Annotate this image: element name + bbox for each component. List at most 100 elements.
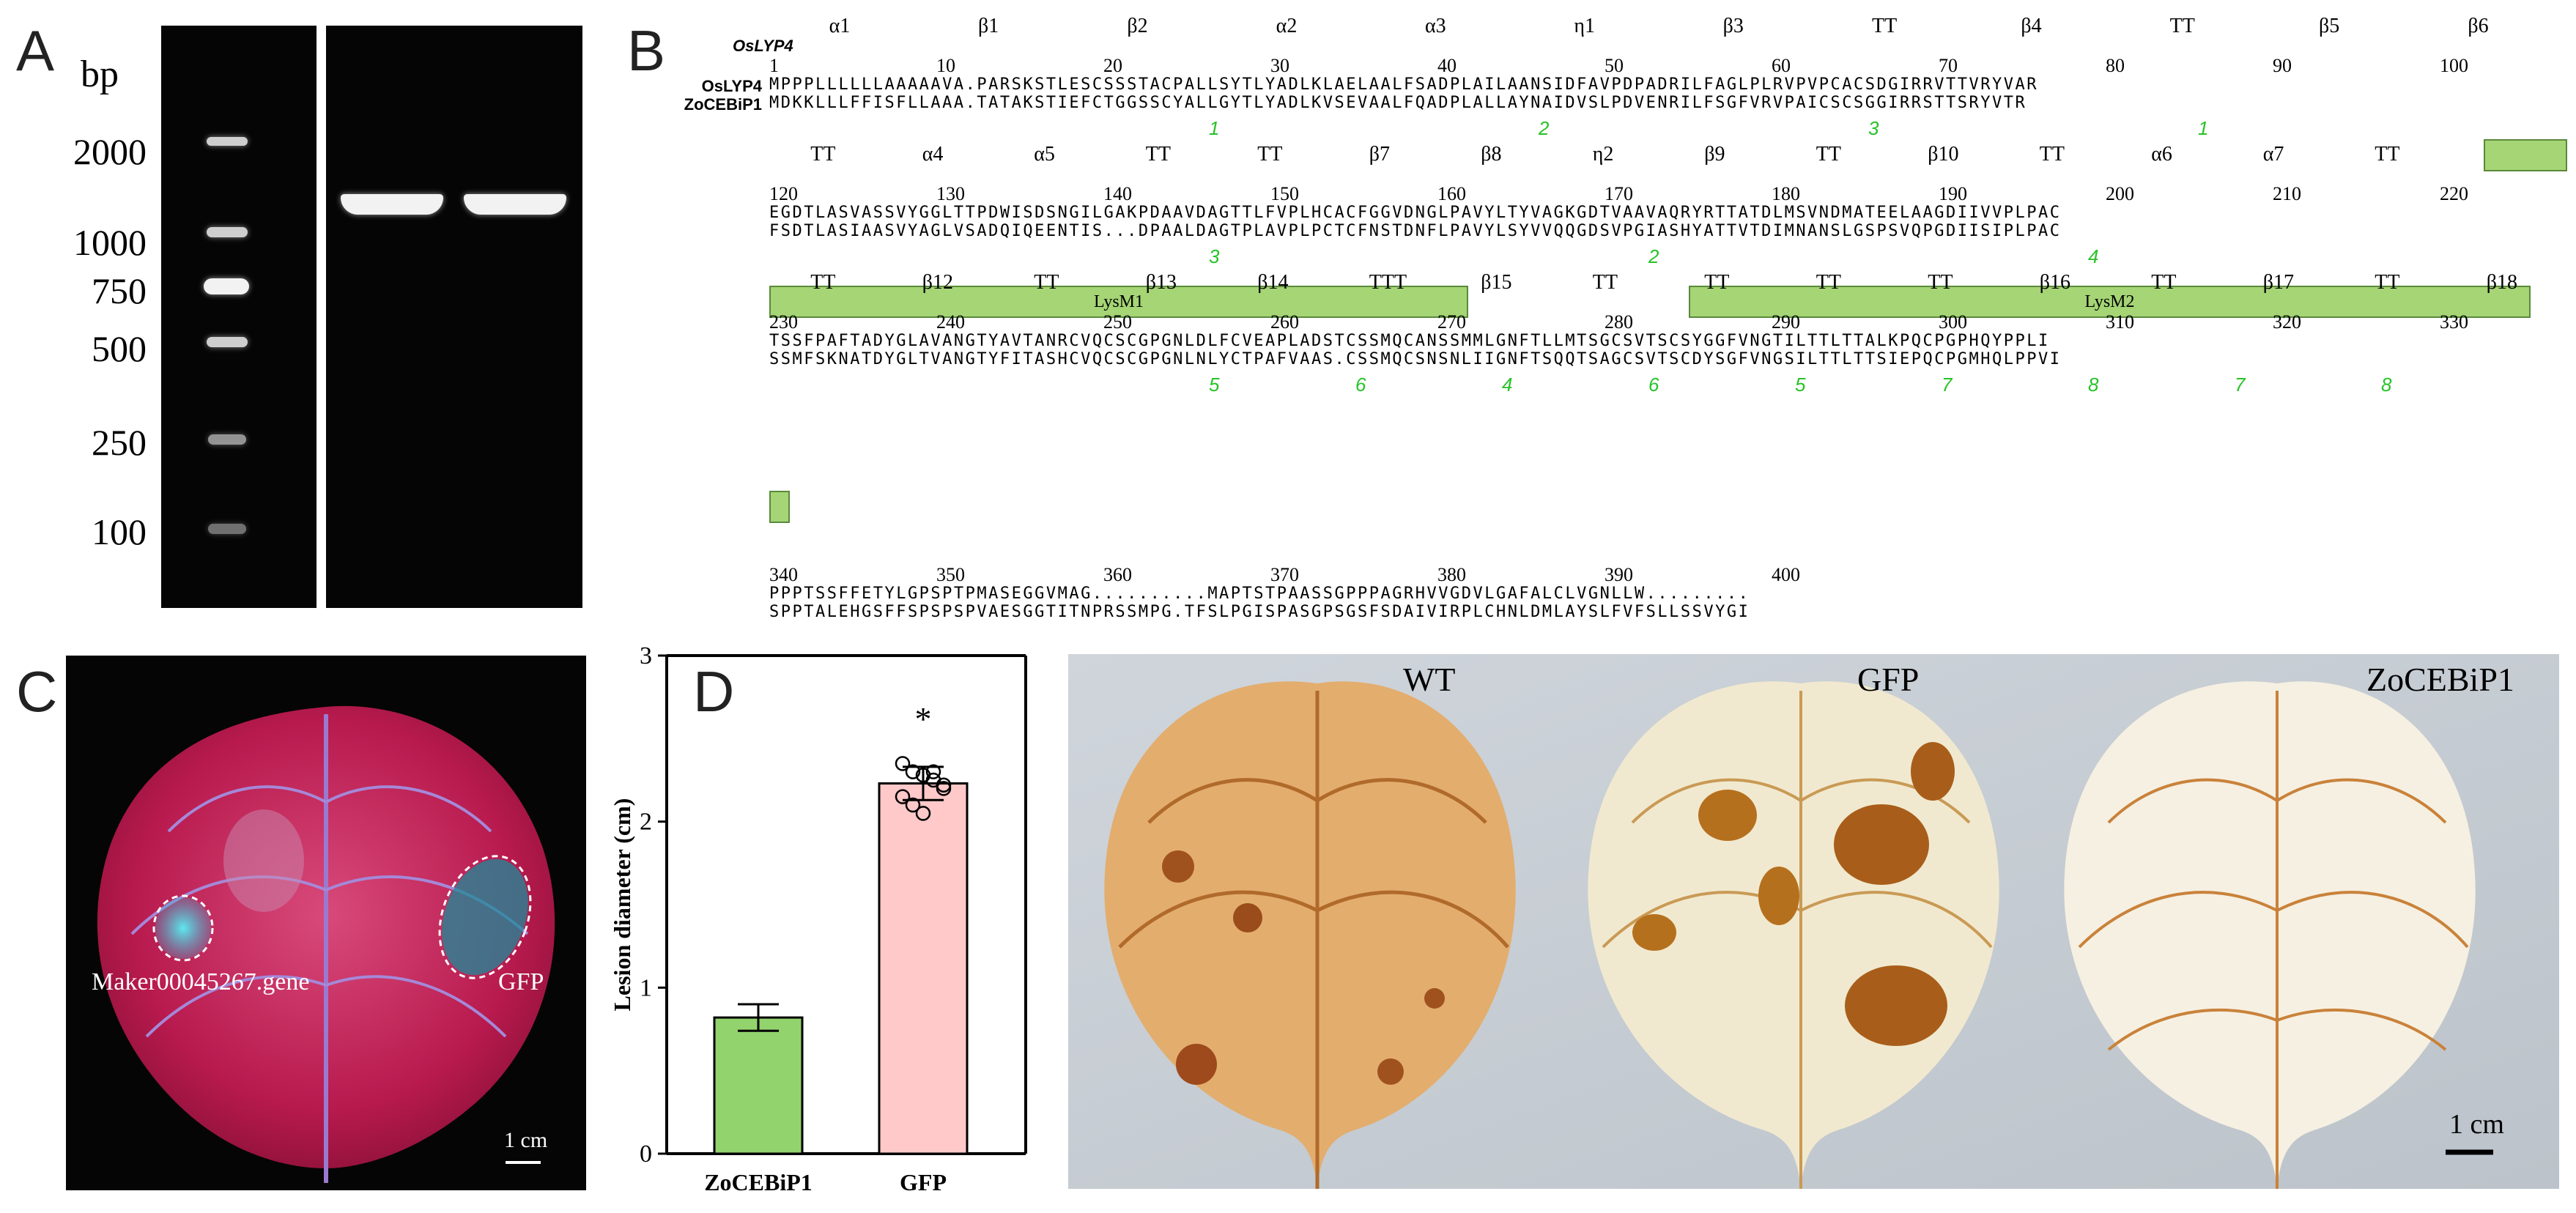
residue-number: 260 <box>1270 311 1299 333</box>
secondary-structure-label: TT <box>1034 271 1059 294</box>
secondary-structure-label: β6 <box>2468 15 2489 37</box>
residue-number: 80 <box>2106 55 2125 76</box>
residue-number: 30 <box>1270 55 1289 76</box>
lysm-domain-bar <box>2484 139 2567 171</box>
secondary-structure-label: TT <box>1704 271 1730 294</box>
residue-number: 220 <box>2440 183 2468 204</box>
cysteine-pair-number: 7 <box>1942 374 1953 396</box>
panel-label-a: A <box>16 18 55 83</box>
sequence-row: MPPPLLLLLLAAAAAVA.PARSKSTLESCSSSTACPALLS… <box>769 75 2038 94</box>
residue-number: 40 <box>1437 55 1457 76</box>
secondary-structure-label: β8 <box>1481 143 1502 166</box>
cysteine-pair-number: 8 <box>2088 374 2099 396</box>
sample-band <box>464 194 566 215</box>
sequence-row: TSSFPAFTADYGLAVANGTYAVTANRCVQCSCGPGNLDLF… <box>769 332 2050 350</box>
panel-label-c: C <box>16 659 58 724</box>
residue-number: 90 <box>2273 55 2292 76</box>
leaf-title-gfp: GFP <box>1857 661 1920 698</box>
secondary-structure-label: β13 <box>1145 271 1177 294</box>
residue-number: 230 <box>769 311 798 333</box>
category-label: GFP <box>900 1169 947 1195</box>
sequence-name: OsLYP4 <box>701 77 762 95</box>
cysteine-pair-number: 5 <box>1795 374 1806 396</box>
secondary-structure-label: TT <box>1872 15 1898 37</box>
residue-number: 300 <box>1939 311 1967 333</box>
secondary-structure-label: β7 <box>1369 143 1390 166</box>
secondary-structure-label: β14 <box>1257 271 1289 294</box>
secondary-structure-label: TT <box>1592 271 1618 294</box>
panel-d-bar-chart: 0 1 2 3 Lesion diameter (cm) ZoCEBiP1 GFP * <box>609 645 1027 1195</box>
residue-number: 390 <box>1605 564 1633 585</box>
panel-c-leaf-photo: Maker00045267.gene GFP 1 cm <box>66 656 586 1190</box>
y-axis-label: Lesion diameter (cm) <box>609 798 635 1012</box>
residue-number: 130 <box>936 183 965 204</box>
data-point <box>936 777 952 793</box>
secondary-structure-label: β18 <box>2486 271 2517 294</box>
panel-b-sequence-alignment: OsLYP4 α1 β1 β2 α2 α3 η1 β3 TT β4 TT β5 β6 1 10 20 30 40 5… <box>684 15 2567 623</box>
cysteine-pair-number: 3 <box>1209 245 1220 267</box>
residue-number: 1 <box>769 55 779 76</box>
residue-number: 380 <box>1437 564 1466 585</box>
residue-number: 360 <box>1103 564 1132 585</box>
residue-number: 270 <box>1437 311 1466 333</box>
data-point <box>905 764 921 779</box>
residue-number: 120 <box>769 183 798 204</box>
secondary-structure-label: β16 <box>2039 271 2070 294</box>
secondary-structure-label: β4 <box>2021 15 2042 37</box>
residue-number: 370 <box>1270 564 1299 585</box>
secondary-structure-label: α5 <box>1034 143 1055 166</box>
secondary-structure-label: α3 <box>1425 15 1446 37</box>
residue-number: 180 <box>1772 183 1800 204</box>
residue-number: 100 <box>2440 55 2468 76</box>
secondary-structure-label: TT <box>810 271 836 294</box>
secondary-structure-label: β12 <box>922 271 953 294</box>
secondary-structure-label: β2 <box>1127 15 1148 37</box>
ladder-band <box>207 337 248 347</box>
y-tick-label: 1 <box>640 974 652 1001</box>
scale-bar-label: 1 cm <box>504 1128 548 1152</box>
sequence-row: PPPTSSFFETYLGPSPTPMASEGGVMAG..........MA… <box>769 585 1750 603</box>
bar <box>713 1016 804 1155</box>
cysteine-pair-number: 2 <box>1648 245 1659 267</box>
cysteine-pair-number: 5 <box>1209 374 1220 396</box>
data-point <box>895 756 911 771</box>
residue-number: 140 <box>1103 183 1132 204</box>
sequence-row: EGDTLASVASSVYGGLTTPDWISDSNGILGAKPDAAVDAG… <box>769 204 2062 222</box>
panel-e-leaf-photos: WT GFP ZoCEBiP1 1 cm <box>1068 654 2559 1189</box>
ladder-label-500: 500 <box>92 328 147 369</box>
cysteine-pair-number: 4 <box>2088 245 2099 267</box>
ladder-label-100: 100 <box>92 511 147 552</box>
cysteine-pair-number: 1 <box>2198 117 2209 139</box>
secondary-structure-label: β17 <box>2262 271 2294 294</box>
data-point <box>925 764 941 779</box>
sequence-row: MDKKLLLFFISFLLAAA.TATAKSTIEFCTGGSSCYALLG… <box>769 94 2027 112</box>
ladder-label-750: 750 <box>92 270 147 311</box>
secondary-structure-label: η2 <box>1592 143 1614 166</box>
secondary-structure-label: α7 <box>2262 143 2284 166</box>
secondary-structure-label: TTT <box>1369 271 1407 294</box>
sample-band <box>341 194 443 215</box>
secondary-structure-label: β5 <box>2319 15 2340 37</box>
lysm-domain-bar: LysM2 <box>1689 286 2531 318</box>
secondary-structure-label: TT <box>1928 271 1953 294</box>
gel-unit-label: bp <box>81 53 119 95</box>
residue-number: 320 <box>2273 311 2301 333</box>
secondary-structure-label: α6 <box>2151 143 2172 166</box>
residue-number: 340 <box>769 564 798 585</box>
category-label: ZoCEBiP1 <box>704 1169 813 1195</box>
stained-leaves-image <box>1068 654 2559 1189</box>
residue-number: 250 <box>1103 311 1132 333</box>
panel-label-b: B <box>627 18 666 83</box>
y-tick-label: 0 <box>640 1140 652 1168</box>
lysm-domain-bar <box>769 491 790 523</box>
sequence-row: SSMFSKNATDYGLTVANGTYFITASHCVQCSCGPGNLNLY… <box>769 350 2062 368</box>
leaf-label-gfp: GFP <box>498 968 544 995</box>
secondary-structure-label: α4 <box>922 143 944 166</box>
secondary-structure-label: TT <box>1257 143 1283 166</box>
secondary-structure-label: TT <box>2151 271 2177 294</box>
cysteine-pair-number: 6 <box>1355 374 1366 396</box>
leaf-image <box>97 705 555 1183</box>
data-point <box>895 789 911 804</box>
sequence-row: SPPTALEHGSFFSPSPSPVAESGGTITNPRSSMPG.TFSL… <box>769 603 1750 621</box>
sequence-name: ZoCEBiP1 <box>684 95 762 114</box>
